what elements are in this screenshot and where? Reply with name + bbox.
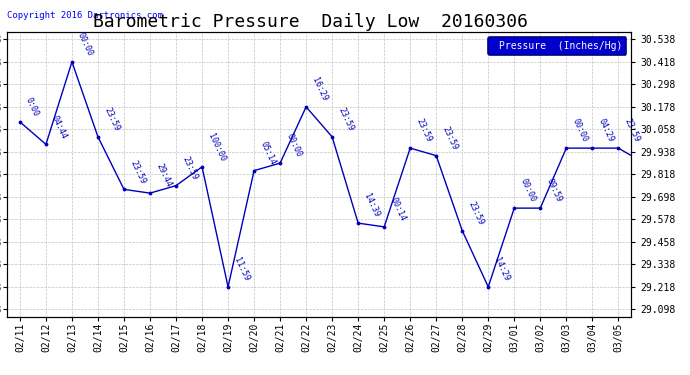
Text: 00:14: 00:14 [388, 196, 407, 223]
Text: 23:59: 23:59 [622, 117, 641, 144]
Text: 100:00: 100:00 [206, 132, 227, 163]
Text: Barometric Pressure  Daily Low  20160306: Barometric Pressure Daily Low 20160306 [93, 13, 528, 31]
Text: 23:59: 23:59 [128, 159, 147, 185]
Text: 23:59: 23:59 [440, 125, 459, 152]
Text: 23:59: 23:59 [466, 200, 485, 226]
Text: 09:59: 09:59 [544, 177, 563, 204]
Text: 0:00: 0:00 [24, 96, 41, 118]
Text: 14:39: 14:39 [362, 192, 381, 219]
Text: 04:29: 04:29 [596, 117, 615, 144]
Text: 23:59: 23:59 [336, 106, 355, 133]
Text: 29:44: 29:44 [154, 162, 173, 189]
Text: 16:29: 16:29 [310, 76, 329, 103]
Text: 00:00: 00:00 [518, 177, 537, 204]
Text: 00:00: 00:00 [571, 117, 589, 144]
Text: 05:14: 05:14 [258, 140, 277, 166]
Text: 11:59: 11:59 [233, 256, 251, 283]
Text: 03:44: 03:44 [0, 374, 1, 375]
Text: 04:44: 04:44 [50, 114, 69, 140]
Text: 14:29: 14:29 [493, 256, 511, 283]
Text: 23:59: 23:59 [102, 106, 121, 133]
Text: 23:59: 23:59 [415, 117, 433, 144]
Text: Copyright 2016 Dartronics.com: Copyright 2016 Dartronics.com [7, 12, 163, 21]
Text: 00:00: 00:00 [284, 132, 303, 159]
Text: 23:59: 23:59 [180, 155, 199, 182]
Legend: Pressure  (Inches/Hg): Pressure (Inches/Hg) [488, 37, 627, 54]
Text: 00:00: 00:00 [76, 31, 95, 58]
